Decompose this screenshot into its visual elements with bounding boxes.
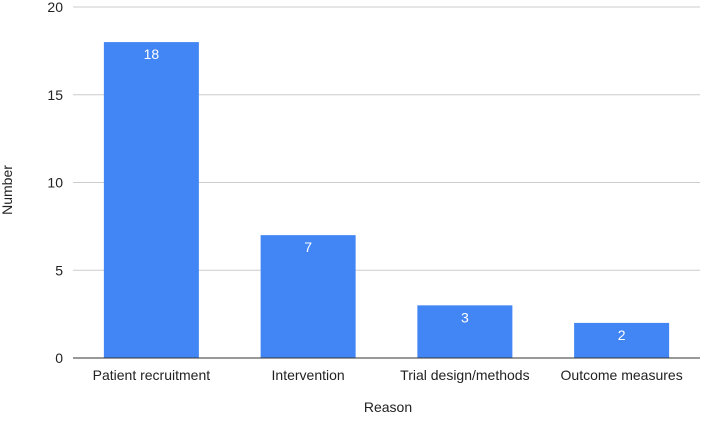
- data-label-patient-recruitment: 18: [144, 46, 160, 62]
- x-axis-title: Reason: [364, 399, 412, 415]
- bar-trial-design-methods: [417, 305, 513, 358]
- x-tick-label-intervention: Intervention: [272, 367, 345, 383]
- y-axis-ticks: 0 5 10 15 20: [47, 0, 63, 366]
- x-axis-ticks: Patient recruitment Intervention Trial des…: [93, 367, 683, 383]
- data-label-trial-design-methods: 3: [461, 309, 469, 325]
- bar-patient-recruitment: [103, 42, 199, 358]
- bar-outcome-measures: [574, 322, 670, 358]
- y-axis-title: Number: [0, 165, 15, 215]
- y-tick-label-20: 20: [47, 0, 63, 15]
- y-tick-label-5: 5: [55, 262, 63, 278]
- x-tick-label-trial-design-methods: Trial design/methods: [400, 367, 529, 383]
- bars: [103, 42, 670, 358]
- y-tick-label-15: 15: [47, 87, 63, 103]
- bar-intervention: [260, 235, 356, 358]
- x-tick-label-outcome-measures: Outcome measures: [561, 367, 683, 383]
- data-label-outcome-measures: 2: [618, 327, 626, 343]
- y-tick-label-0: 0: [55, 350, 63, 366]
- data-label-intervention: 7: [304, 239, 312, 255]
- y-tick-label-10: 10: [47, 175, 63, 191]
- data-labels: 18 7 3 2: [144, 46, 626, 343]
- x-tick-label-patient-recruitment: Patient recruitment: [93, 367, 211, 383]
